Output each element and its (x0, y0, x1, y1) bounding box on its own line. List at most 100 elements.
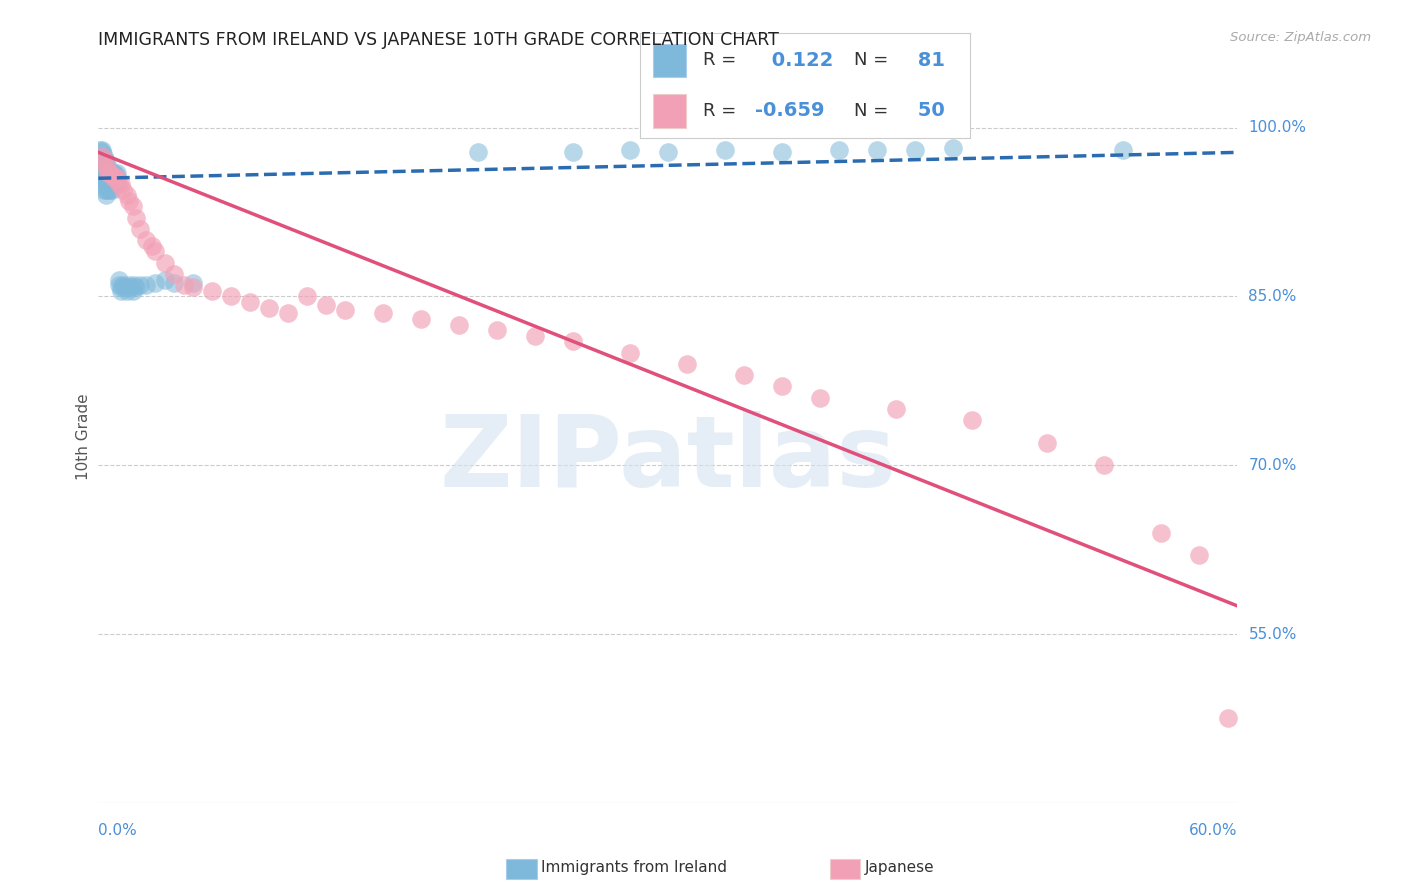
Text: 85.0%: 85.0% (1249, 289, 1296, 304)
Point (104, 171, 127, 186)
Point (259, 301, 281, 315)
Point (97, 171, 120, 186)
Point (942, 141, 965, 155)
Point (98, 166, 121, 180)
Point (125, 211, 148, 225)
Point (141, 239, 163, 253)
Point (201, 284, 224, 298)
Point (449, 318, 471, 332)
Text: Japanese: Japanese (865, 861, 935, 875)
Point (121, 284, 143, 298)
Text: Source: ZipAtlas.com: Source: ZipAtlas.com (1230, 31, 1371, 45)
Point (371, 306, 394, 320)
Point (135, 233, 157, 247)
Point (335, 302, 357, 317)
Point (315, 298, 337, 312)
Point (486, 323, 509, 337)
Text: 81: 81 (911, 51, 945, 70)
Point (562, 145, 585, 160)
Point (108, 177, 131, 191)
Point (118, 194, 141, 208)
Point (125, 280, 148, 294)
Point (100, 171, 122, 186)
Point (91, 171, 114, 186)
Point (104, 171, 127, 186)
Point (93, 171, 115, 186)
Point (89, 160, 111, 174)
Point (97, 166, 120, 180)
Point (135, 278, 157, 293)
Point (1036, 435, 1059, 450)
Point (183, 280, 205, 294)
Point (112, 182, 135, 196)
Point (108, 272, 131, 286)
Point (107, 171, 129, 186)
Point (770, 379, 793, 393)
Text: N =: N = (855, 52, 889, 70)
Point (239, 295, 262, 310)
Point (93, 182, 115, 196)
Point (467, 145, 489, 160)
Text: 70.0%: 70.0% (1249, 458, 1296, 473)
Point (104, 168, 127, 182)
Point (94, 154, 117, 169)
Point (124, 278, 146, 293)
Point (173, 278, 195, 293)
Point (114, 280, 136, 294)
Point (91, 143, 114, 157)
Point (91, 149, 114, 163)
Point (145, 244, 167, 259)
Point (107, 171, 129, 186)
Point (89, 171, 111, 186)
Point (91, 160, 114, 174)
Point (808, 391, 831, 405)
Point (884, 401, 907, 416)
Point (115, 284, 138, 298)
Point (89, 143, 111, 157)
Point (93, 177, 115, 191)
Point (103, 171, 125, 186)
Point (153, 272, 176, 286)
Point (89, 149, 111, 163)
Point (1150, 525, 1173, 540)
Point (100, 182, 122, 196)
Point (97, 168, 120, 182)
Point (1216, 711, 1239, 725)
Point (97, 166, 120, 180)
Point (733, 368, 755, 383)
Point (97, 177, 120, 191)
Point (93, 160, 115, 174)
Point (960, 413, 983, 427)
Point (110, 177, 132, 191)
Point (97, 182, 120, 196)
Text: 60.0%: 60.0% (1189, 823, 1237, 838)
Point (277, 306, 299, 320)
Point (94, 171, 117, 186)
Point (100, 177, 122, 191)
Bar (652, 94, 686, 128)
Point (1112, 143, 1135, 157)
Text: 0.122: 0.122 (765, 51, 834, 70)
Y-axis label: 10th Grade: 10th Grade (76, 393, 91, 481)
Point (1094, 458, 1116, 473)
Point (103, 166, 125, 180)
Point (91, 154, 114, 169)
Text: R =: R = (703, 52, 735, 70)
Point (1188, 548, 1211, 562)
Point (94, 166, 117, 180)
Point (94, 182, 117, 196)
Point (93, 152, 115, 166)
Text: 55.0%: 55.0% (1249, 626, 1296, 641)
Point (91, 145, 114, 160)
Point (145, 276, 167, 290)
Text: N =: N = (855, 102, 889, 120)
Point (619, 143, 641, 157)
Point (221, 289, 243, 303)
Point (153, 255, 176, 269)
Point (89, 166, 111, 180)
Point (714, 143, 737, 157)
Point (91, 166, 114, 180)
Point (93, 156, 115, 170)
Point (94, 188, 117, 202)
Text: IMMIGRANTS FROM IRELAND VS JAPANESE 10TH GRADE CORRELATION CHART: IMMIGRANTS FROM IRELAND VS JAPANESE 10TH… (98, 31, 779, 49)
